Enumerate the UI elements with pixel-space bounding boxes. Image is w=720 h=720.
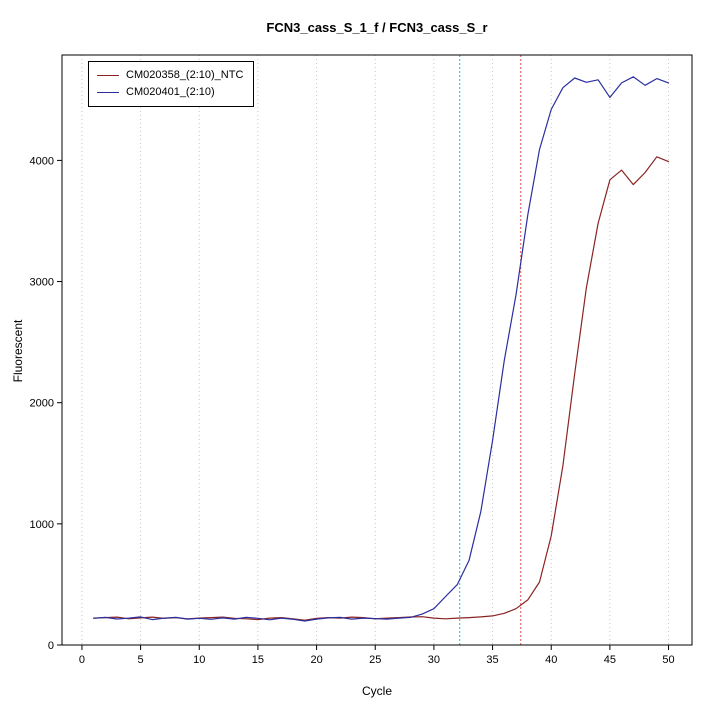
legend-line-swatch	[97, 75, 119, 76]
svg-text:0: 0	[48, 640, 54, 652]
svg-text:3000: 3000	[30, 277, 54, 289]
svg-text:2000: 2000	[30, 398, 54, 410]
svg-text:50: 50	[662, 654, 674, 666]
svg-text:1000: 1000	[30, 519, 54, 531]
svg-text:40: 40	[545, 654, 557, 666]
chart-title: FCN3_cass_S_1_f / FCN3_cass_S_r	[266, 20, 488, 35]
legend-item: CM020358_(2:10)_NTC	[97, 67, 243, 84]
svg-text:5: 5	[138, 654, 144, 666]
svg-text:45: 45	[604, 654, 616, 666]
legend-line-swatch	[97, 92, 119, 93]
svg-text:15: 15	[252, 654, 264, 666]
svg-text:30: 30	[428, 654, 440, 666]
svg-text:20: 20	[310, 654, 322, 666]
x-axis-label: Cycle	[361, 684, 392, 698]
legend-item: CM020401_(2:10)	[97, 84, 243, 101]
legend-label: CM020358_(2:10)_NTC	[126, 69, 244, 81]
legend-label: CM020401_(2:10)	[126, 86, 215, 98]
svg-text:25: 25	[369, 654, 381, 666]
legend: CM020358_(2:10)_NTC CM020401_(2:10)	[88, 61, 255, 107]
svg-text:0: 0	[79, 654, 85, 666]
svg-text:10: 10	[193, 654, 205, 666]
svg-text:35: 35	[486, 654, 498, 666]
svg-text:4000: 4000	[30, 155, 54, 167]
